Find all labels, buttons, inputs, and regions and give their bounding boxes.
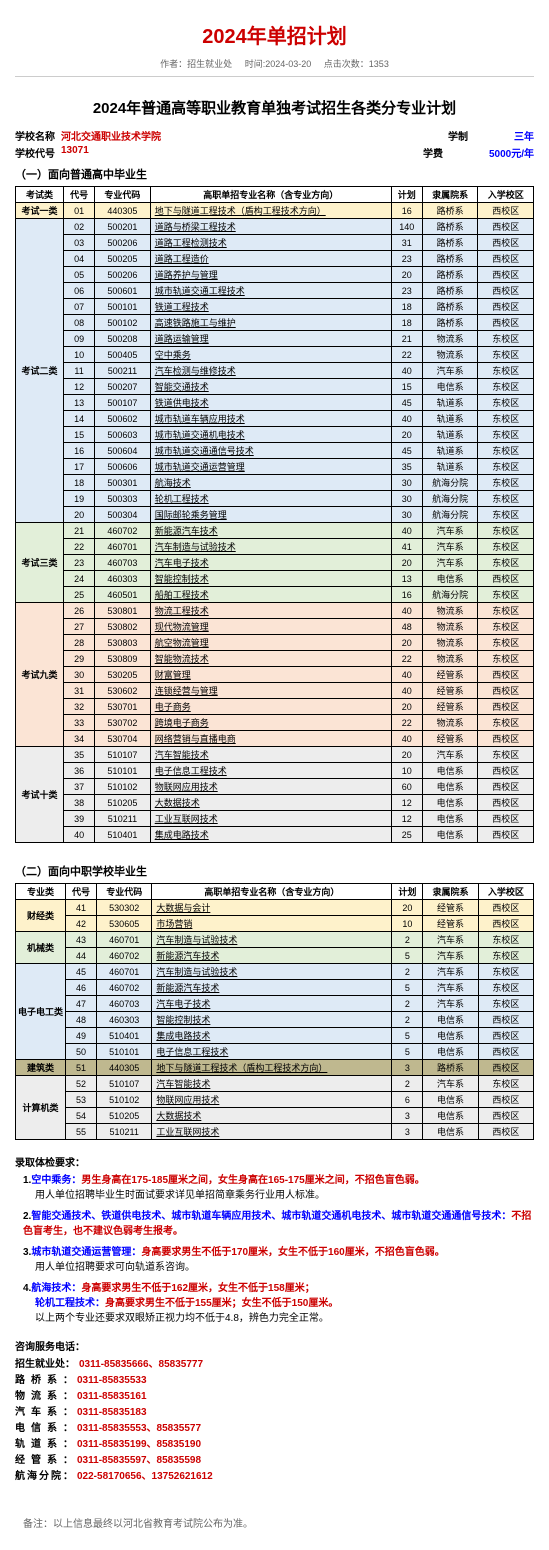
school-name: 河北交通职业技术学院 <box>61 128 241 143</box>
table-row: 24460303智能控制技术13电信系西校区 <box>16 571 534 587</box>
col-header: 代号 <box>66 884 97 900</box>
table-row: 27530802现代物流管理48物流系东校区 <box>16 619 534 635</box>
table-row: 19500303轮机工程技术30航海分院东校区 <box>16 491 534 507</box>
col-header: 专业代码 <box>95 187 151 203</box>
table-row: 06500601城市轨道交通工程技术23路桥系西校区 <box>16 283 534 299</box>
section2-title: （二）面向中职学校毕业生 <box>15 863 534 879</box>
footnote: 备注：以上信息最终以河北省教育考试院公布为准。 <box>15 1515 534 1530</box>
table-row: 39510211工业互联网技术12电信系西校区 <box>16 811 534 827</box>
table-row: 38510205大数据技术12电信系西校区 <box>16 795 534 811</box>
col-header: 计划 <box>392 884 423 900</box>
table-row: 09500208道路运输管理21物流系东校区 <box>16 331 534 347</box>
page-title: 2024年单招计划 <box>15 20 534 49</box>
col-header: 隶属院系 <box>423 884 478 900</box>
table-row: 31530602连锁经营与管理40经管系西校区 <box>16 683 534 699</box>
table-row: 考试二类02500201道路与桥梁工程技术140路桥系西校区 <box>16 219 534 235</box>
table-row: 13500107铁道供电技术45轨道系东校区 <box>16 395 534 411</box>
table-row: 07500101铁道工程技术18路桥系西校区 <box>16 299 534 315</box>
col-header: 入学校区 <box>478 884 533 900</box>
table-1: 考试类代号专业代码高职单招专业名称（含专业方向）计划隶属院系入学校区 考试一类0… <box>15 186 534 843</box>
col-header: 代号 <box>64 187 95 203</box>
table-row: 49510401集成电路技术5电信系西校区 <box>16 1028 534 1044</box>
table-row: 32530701电子商务20经管系西校区 <box>16 699 534 715</box>
fee-lbl: 学费 <box>423 145 443 160</box>
col-header: 隶属院系 <box>422 187 478 203</box>
table-row: 30530205财富管理40经管系西校区 <box>16 667 534 683</box>
table-row: 47460703汽车电子技术2汽车系东校区 <box>16 996 534 1012</box>
col-header: 计划 <box>391 187 422 203</box>
table-row: 29530809智能物流技术22物流系东校区 <box>16 651 534 667</box>
table-row: 23460703汽车电子技术20汽车系东校区 <box>16 555 534 571</box>
table-row: 03500206道路工程检测技术31路桥系西校区 <box>16 235 534 251</box>
table-row: 55510211工业互联网技术3电信系西校区 <box>16 1124 534 1140</box>
table-row: 40510401集成电路技术25电信系西校区 <box>16 827 534 843</box>
section1-title: （一）面向普通高中毕业生 <box>15 166 534 182</box>
col-header: 专业代码 <box>97 884 152 900</box>
school-code-lbl: 学校代号 <box>15 145 55 160</box>
table-row: 36510101电子信息工程技术10电信系西校区 <box>16 763 534 779</box>
table-row: 考试一类01440305地下与隧道工程技术（盾构工程技术方向）16路桥系西校区 <box>16 203 534 219</box>
years-lbl: 学制 <box>448 128 468 143</box>
contacts: 咨询服务电话： 招生就业处：0311-85835666、85835777路桥系：… <box>15 1338 534 1485</box>
table-row: 建筑类51440305地下与隧道工程技术（盾构工程技术方向）3路桥系西校区 <box>16 1060 534 1076</box>
table-row: 05500206道路养护与管理20路桥系西校区 <box>16 267 534 283</box>
table-row: 10500405空中乘务22物流系东校区 <box>16 347 534 363</box>
requirements: 录取体检要求： 1.空中乘务：男生身高在175-185厘米之间，女生身高在165… <box>15 1154 534 1326</box>
table-row: 08500102高速铁路施工与维护18路桥系西校区 <box>16 315 534 331</box>
table-row: 18500301航海技术30航海分院东校区 <box>16 475 534 491</box>
table-row: 34530704网络营销与直播电商40经管系西校区 <box>16 731 534 747</box>
col-header: 专业类 <box>16 884 66 900</box>
table-row: 46460702新能源汽车技术5汽车系东校区 <box>16 980 534 996</box>
col-header: 入学校区 <box>478 187 534 203</box>
table-row: 16500604城市轨道交通通信号技术45轨道系东校区 <box>16 443 534 459</box>
col-header: 高职单招专业名称（含专业方向） <box>152 884 392 900</box>
table-row: 机械类43460701汽车制造与试验技术2汽车系东校区 <box>16 932 534 948</box>
table-row: 48460303智能控制技术2电信系西校区 <box>16 1012 534 1028</box>
table-row: 11500211汽车检测与维修技术40汽车系东校区 <box>16 363 534 379</box>
table-row: 考试十类35510107汽车智能技术20汽车系东校区 <box>16 747 534 763</box>
table-row: 财经类41530302大数据与会计20经管系西校区 <box>16 900 534 916</box>
table-row: 计算机类52510107汽车智能技术2汽车系东校区 <box>16 1076 534 1092</box>
table-row: 考试九类26530801物流工程技术40物流系东校区 <box>16 603 534 619</box>
table-row: 电子电工类45460701汽车制造与试验技术2汽车系东校区 <box>16 964 534 980</box>
fee-val: 5000元/年 <box>489 145 534 160</box>
table-row: 04500205道路工程造价23路桥系西校区 <box>16 251 534 267</box>
table-row: 考试三类21460702新能源汽车技术40汽车系东校区 <box>16 523 534 539</box>
table-row: 44460702新能源汽车技术5汽车系东校区 <box>16 948 534 964</box>
years-val: 三年 <box>514 128 534 143</box>
table-row: 17500606城市轨道交通运营管理35轨道系东校区 <box>16 459 534 475</box>
col-header: 高职单招专业名称（含专业方向） <box>150 187 391 203</box>
table-row: 54510205大数据技术3电信系西校区 <box>16 1108 534 1124</box>
table-row: 22460701汽车制造与试验技术41汽车系东校区 <box>16 539 534 555</box>
table-row: 28530803航空物流管理20物流系东校区 <box>16 635 534 651</box>
table-row: 42530605市场营销10经管系西校区 <box>16 916 534 932</box>
subtitle: 2024年普通高等职业教育单独考试招生各类分专业计划 <box>15 97 534 118</box>
table-row: 12500207智能交通技术15电信系东校区 <box>16 379 534 395</box>
table-row: 25460501船舶工程技术16航海分院东校区 <box>16 587 534 603</box>
table-row: 50510101电子信息工程技术5电信系西校区 <box>16 1044 534 1060</box>
col-header: 考试类 <box>16 187 64 203</box>
table-2: 专业类代号专业代码高职单招专业名称（含专业方向）计划隶属院系入学校区 财经类41… <box>15 883 534 1140</box>
table-row: 37510102物联网应用技术60电信系西校区 <box>16 779 534 795</box>
school-code: 13071 <box>61 145 241 160</box>
table-row: 53510102物联网应用技术6电信系西校区 <box>16 1092 534 1108</box>
table-row: 33530702跨境电子商务22物流系东校区 <box>16 715 534 731</box>
table-row: 15500603城市轨道交通机电技术20轨道系东校区 <box>16 427 534 443</box>
school-name-lbl: 学校名称 <box>15 128 55 143</box>
table-row: 14500602城市轨道车辆应用技术40轨道系东校区 <box>16 411 534 427</box>
table-row: 20500304国际邮轮乘务管理30航海分院东校区 <box>16 507 534 523</box>
meta-line: 作者：招生就业处 时间:2024-03-20 点击次数：1353 <box>15 57 534 70</box>
